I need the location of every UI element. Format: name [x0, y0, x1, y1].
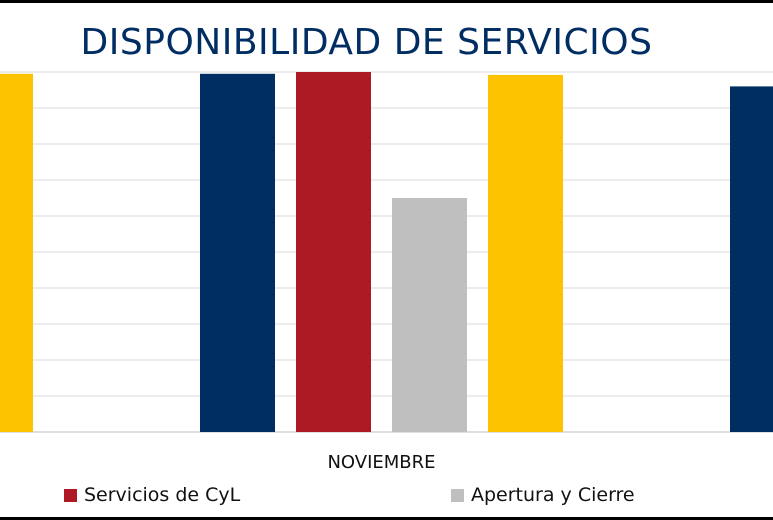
bar-4: [392, 198, 467, 432]
legend-swatch: [451, 488, 464, 502]
bar-1: [0, 73, 33, 433]
chart-title: DISPONIBILIDAD DE SERVICIOS: [80, 22, 653, 63]
bar-5: [488, 74, 563, 432]
bar-2: [200, 73, 275, 433]
legend-label: Servicios de CyL: [84, 484, 241, 506]
bar-6: [730, 86, 773, 433]
legend-label: Apertura y Cierre: [471, 484, 635, 506]
bar-3: [296, 72, 371, 432]
legend-item-apertura-cierre: Apertura y Cierre: [451, 484, 635, 506]
legend-item-servicios-cyl: Servicios de CyL: [64, 484, 240, 506]
x-category-label: NOVIEMBRE: [327, 452, 436, 473]
legend-swatch: [64, 488, 77, 502]
